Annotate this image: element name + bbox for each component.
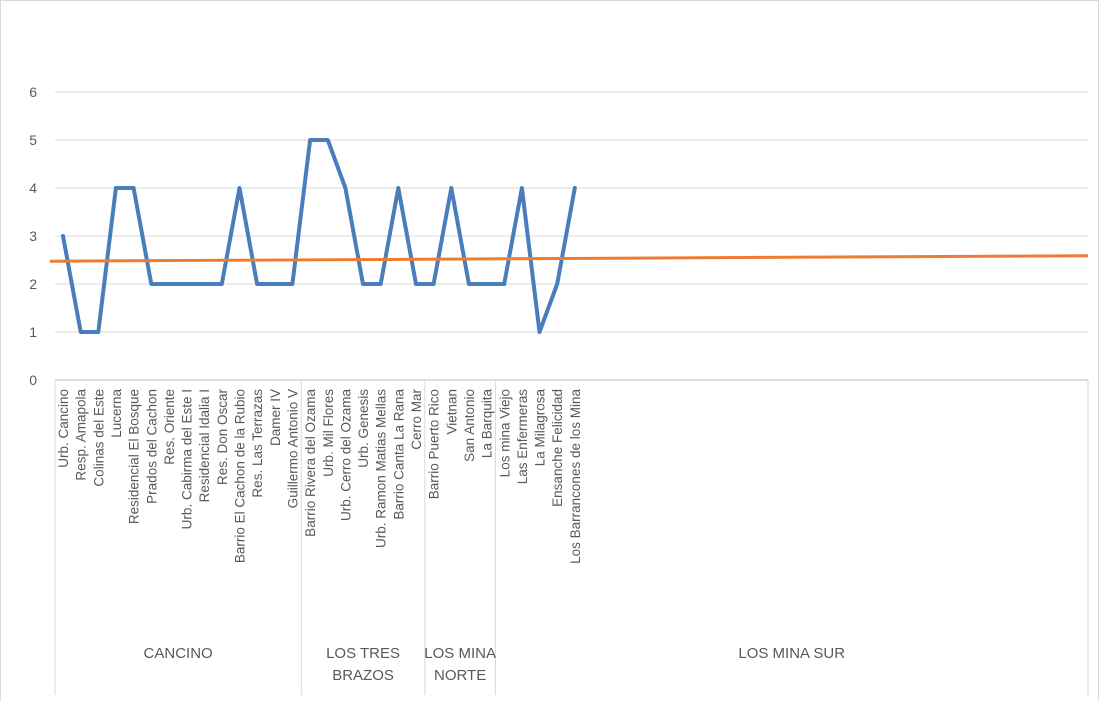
y-tick-label: 5 — [29, 132, 37, 148]
group-label-line: LOS TRES — [326, 645, 400, 662]
x-tick-label: Residencial El Bosque — [127, 389, 142, 524]
x-tick-label: Barrio Rivera del Ozama — [303, 389, 318, 537]
x-tick-label: Resp. Amapola — [74, 389, 89, 481]
x-tick-label: Guillermo Antonio V — [285, 389, 300, 508]
x-tick-label: Urb. Mil Flores — [321, 389, 336, 477]
x-tick-label: San Antonio — [462, 389, 477, 462]
x-tick-label: Ensanche Felicidad — [550, 389, 565, 507]
group-label: LOS MINA SUR — [738, 645, 845, 662]
x-tick-label: Colinas del Este — [91, 389, 106, 487]
x-tick-label: Los Barrancones de los Mina — [568, 389, 583, 564]
x-tick-label: Prados del Cachon — [144, 389, 159, 504]
x-tick-label: Urb. Cerro del Ozama — [338, 389, 353, 522]
x-tick-label: Cerro Mar — [409, 389, 424, 450]
x-tick-label: Damer IV — [268, 389, 283, 446]
y-tick-label: 2 — [29, 276, 37, 292]
x-tick-label: Res. Don Oscar — [215, 388, 230, 485]
x-tick-label: Res. Las Terrazas — [250, 389, 265, 498]
group-label: CANCINO — [144, 645, 213, 662]
x-tick-label: Barrio Canta La Rana — [391, 389, 406, 520]
group-label-line: BRAZOS — [332, 667, 394, 684]
trend-line — [50, 256, 1088, 262]
group-label: LOS TRES BRAZOS — [326, 645, 400, 684]
x-tick-label: La Milagrosa — [533, 389, 548, 467]
x-tick-label: Barrio El Cachon de la Rubio — [233, 389, 248, 563]
group-label-line: NORTE — [434, 667, 486, 684]
x-tick-label: La Barquita — [480, 389, 495, 459]
x-tick-label: Los mina Viejo — [497, 389, 512, 477]
x-tick-label: Urb. Genesis — [356, 389, 371, 468]
y-tick-label: 3 — [29, 228, 37, 244]
x-tick-label: Barrio Puerto Rico — [427, 389, 442, 499]
group-label-line: LOS MINA — [424, 645, 496, 662]
x-tick-label: Urb. Cabirma del Este I — [180, 389, 195, 529]
x-tick-label: Las Enfermeras — [515, 389, 530, 485]
y-tick-label: 0 — [29, 372, 37, 388]
x-tick-label: Vietnan — [444, 389, 459, 435]
y-tick-label: 1 — [29, 324, 37, 340]
group-label: LOS MINA NORTE — [424, 645, 496, 684]
y-tick-label: 4 — [29, 180, 37, 196]
x-tick-label: Urb. Ramon Matias Mellas — [374, 389, 389, 548]
y-tick-label: 6 — [29, 84, 37, 100]
x-tick-label: Urb. Cancino — [56, 389, 71, 468]
x-tick-label: Lucerna — [109, 389, 124, 438]
x-tick-label: Res. Oriente — [162, 389, 177, 465]
x-tick-label: Residencial Idalia I — [197, 389, 212, 502]
